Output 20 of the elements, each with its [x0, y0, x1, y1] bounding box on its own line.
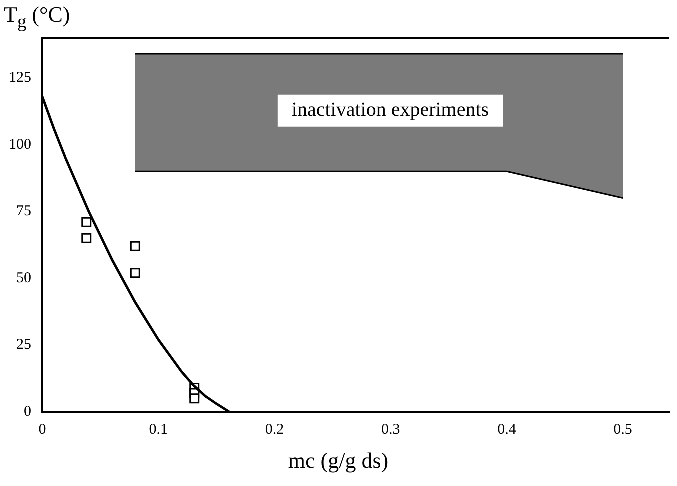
x-tick-label: 0.4	[498, 422, 517, 438]
y-axis-title: T$_{g}$ (°C)	[4, 2, 70, 32]
point	[82, 217, 92, 228]
y-tick-label: 100	[9, 136, 32, 153]
y-tick-label: 75	[16, 204, 32, 220]
y-tick-label: 125	[9, 70, 32, 86]
point	[130, 268, 140, 278]
x-tick-label: 0.5	[614, 422, 632, 438]
x-tick-label: 0	[38, 422, 46, 438]
x-tick-label: 0.2	[265, 422, 284, 438]
y-tick-label: 0	[24, 404, 32, 420]
point	[130, 241, 140, 252]
x-tick-label: 0.3	[381, 422, 400, 438]
annotation: inactivation experiments	[292, 99, 490, 122]
point	[190, 394, 200, 404]
y-tick-label: 25	[16, 337, 32, 354]
point	[82, 233, 92, 244]
y-tick-label: 50	[16, 270, 32, 286]
x-tick-label: 0.1	[149, 422, 168, 438]
x-axis-title: mc (g/g ds)	[287, 448, 390, 474]
